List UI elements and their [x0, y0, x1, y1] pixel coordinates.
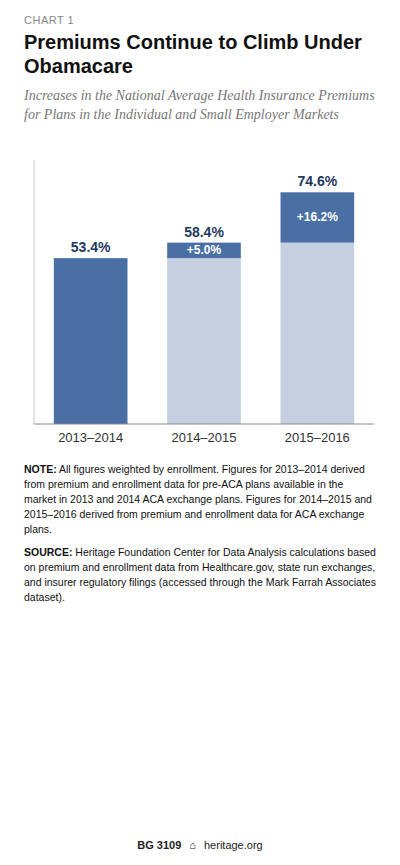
- x-tick-label: 2015–2016: [285, 430, 350, 445]
- bar-segment: [167, 243, 241, 259]
- subtitle: Increases in the National Average Health…: [24, 86, 376, 124]
- total-label: 58.4%: [184, 224, 224, 240]
- bars: [54, 192, 354, 424]
- source-text: Heritage Foundation Center for Data Anal…: [24, 546, 376, 603]
- note-label: NOTE:: [24, 463, 57, 475]
- x-axis: [34, 424, 374, 425]
- bar-segment: [281, 192, 355, 242]
- x-tick-label: 2014–2015: [171, 430, 236, 445]
- bar-segment: [54, 258, 128, 424]
- chart: 2013–2014 2014–2015 2015–2016 53.4% 58.4% 74.…: [14, 134, 384, 454]
- bar-segment: [167, 258, 241, 424]
- title: Premiums Continue to Climb Under Obamaca…: [24, 30, 376, 78]
- y-axis: [34, 160, 35, 424]
- chart-label: CHART 1: [24, 14, 376, 26]
- note-text: All figures weighted by enrollment. Figu…: [24, 463, 372, 535]
- footer-item: ⌂: [189, 839, 196, 851]
- total-label: 74.6%: [297, 173, 337, 189]
- data-label: +5.0%: [187, 243, 222, 257]
- footer-item: BG 3109: [137, 839, 181, 851]
- bar-segment: [54, 258, 128, 259]
- bar-segment: [281, 243, 355, 424]
- source-label: SOURCE:: [24, 546, 72, 558]
- source: SOURCE: Heritage Foundation Center for D…: [24, 545, 376, 605]
- data-label: +16.2%: [297, 210, 338, 224]
- total-label: 53.4%: [71, 239, 111, 255]
- x-tick-label: 2013–2014: [58, 430, 123, 445]
- note: NOTE: All figures weighted by enrollment…: [24, 462, 376, 537]
- footer: BG 3109 ⌂ heritage.org: [0, 839, 400, 851]
- footer-item: heritage.org: [204, 839, 263, 851]
